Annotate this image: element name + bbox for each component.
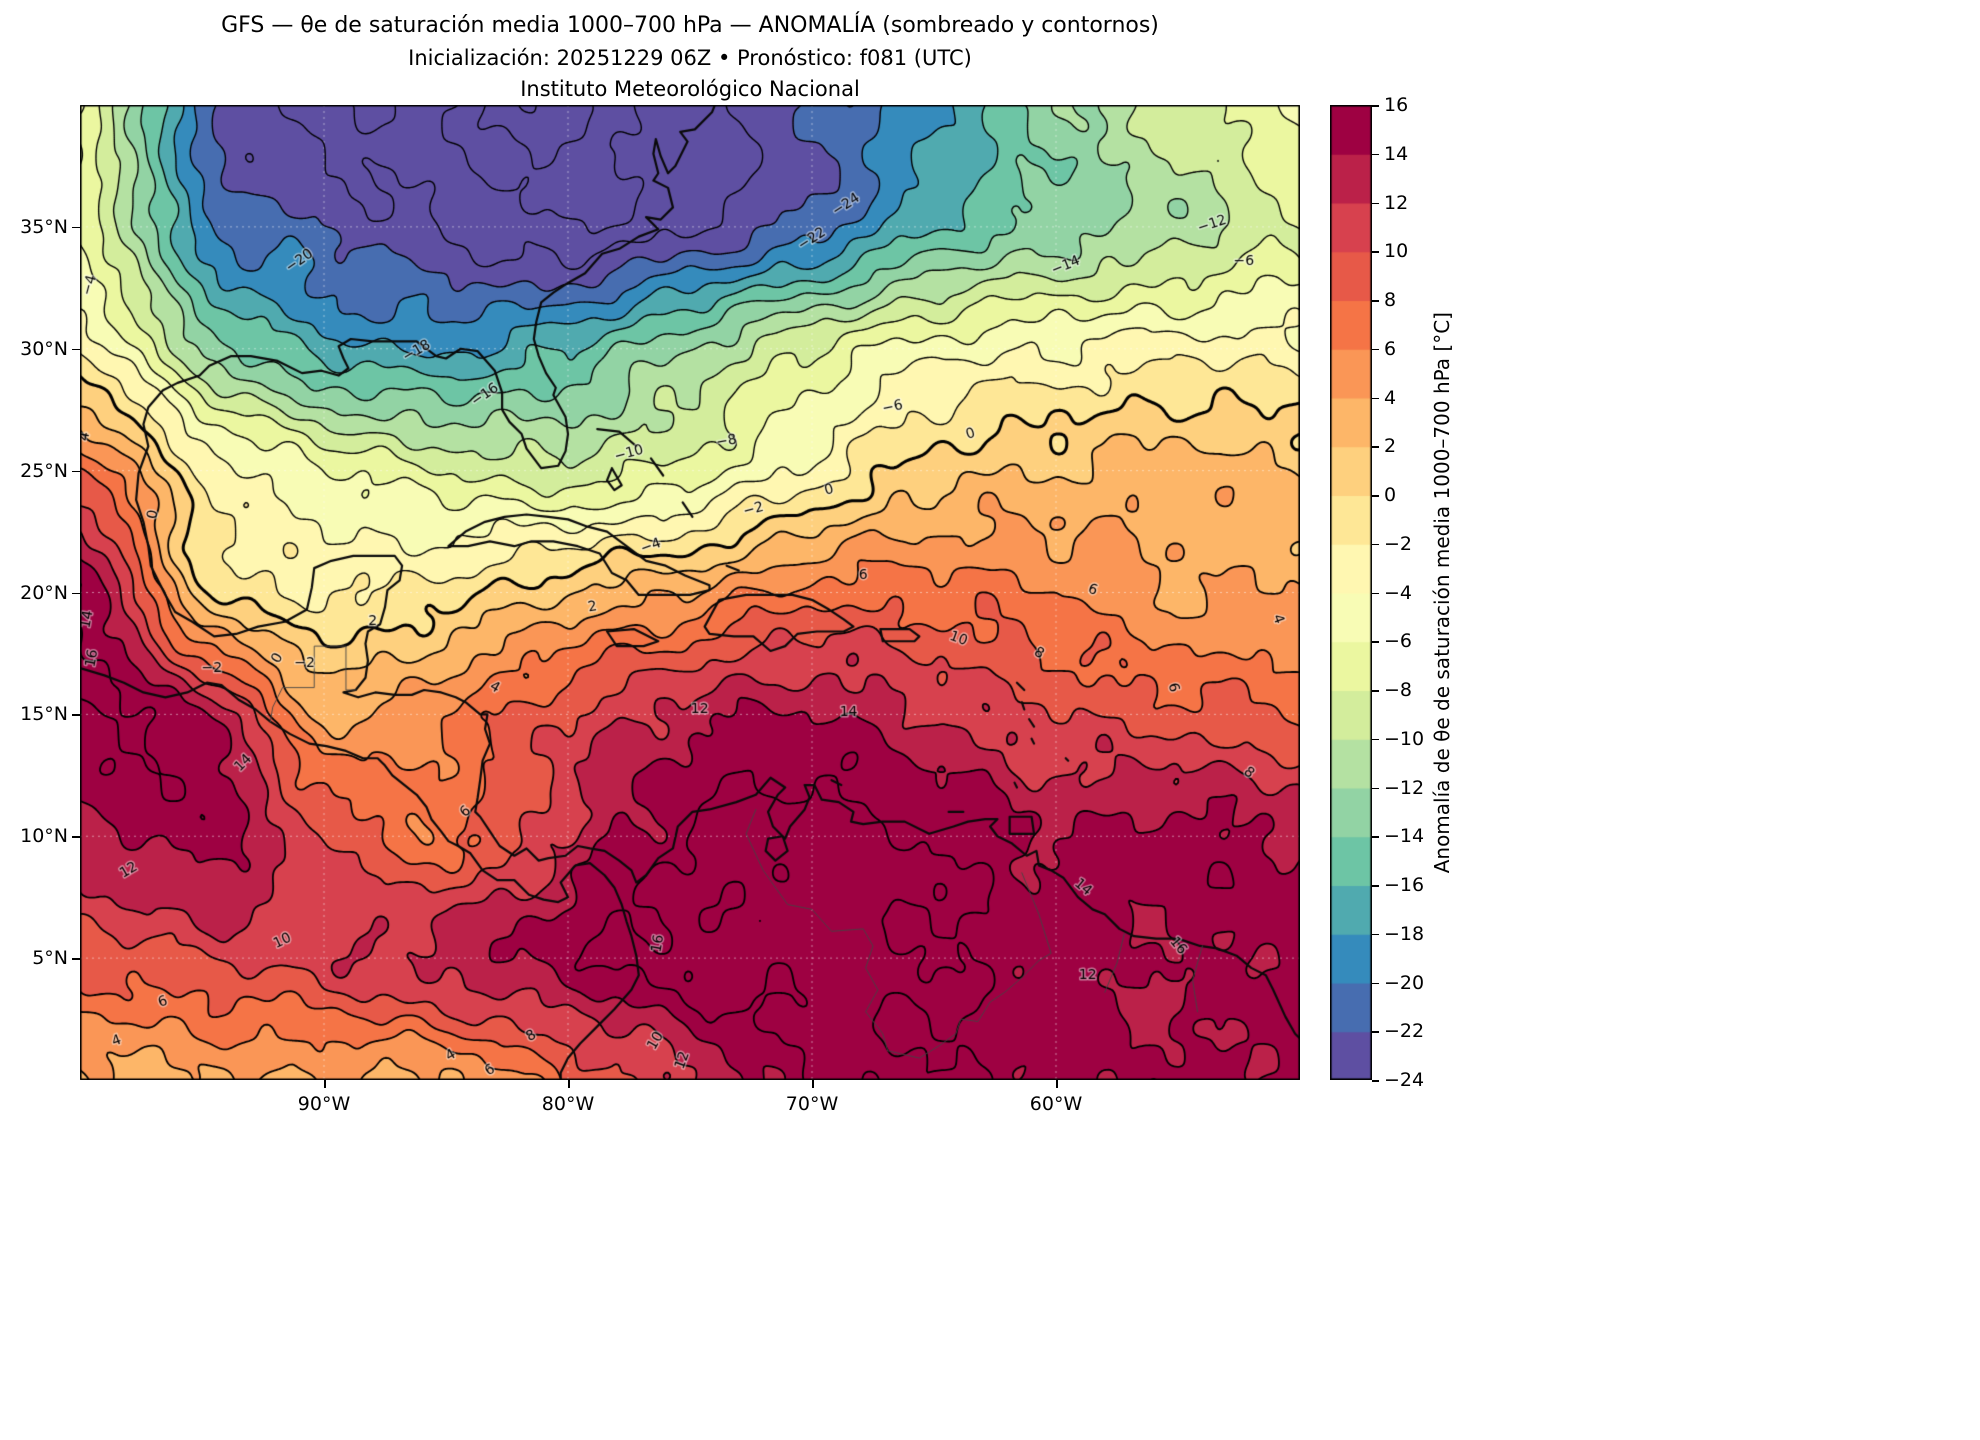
- y-tick-label: 20°N: [20, 581, 68, 604]
- x-tick-label: 70°W: [785, 1093, 839, 1115]
- chart-title: GFS — θe de saturación media 1000–700 hP…: [221, 13, 1159, 38]
- colorbar-tick-label: 16: [1384, 94, 1409, 116]
- y-tick-label: 25°N: [20, 459, 68, 482]
- colorbar-tick-label: 4: [1384, 386, 1397, 409]
- map-canvas: [80, 105, 1300, 1080]
- colorbar-tick-mark: [1372, 885, 1379, 887]
- colorbar-tick-label: 12: [1384, 191, 1409, 214]
- colorbar-tick-label: −10: [1384, 727, 1425, 750]
- colorbar-axis-label-text: Anomalía de θe de saturación media 1000–…: [1430, 311, 1454, 874]
- colorbar-tick-mark: [1372, 738, 1379, 741]
- y-tick-mark: [72, 958, 80, 960]
- colorbar-tick-mark: [1372, 251, 1379, 253]
- y-tick-label: 10°N: [20, 825, 68, 848]
- colorbar-tick-label: −4: [1384, 581, 1413, 604]
- x-tick-mark: [324, 1080, 326, 1088]
- colorbar-tick-mark: [1372, 836, 1379, 838]
- title-block: GFS — θe de saturación media 1000–700 hP…: [80, 12, 1300, 102]
- x-tick-mark: [812, 1080, 814, 1088]
- colorbar-tick-mark: [1372, 543, 1379, 546]
- colorbar-tick-label: 10: [1384, 240, 1409, 263]
- colorbar-tick-label: 2: [1384, 435, 1397, 458]
- colorbar-tick-label: −6: [1384, 630, 1413, 653]
- colorbar-axis-label: Anomalía de θe de saturación media 1000–…: [1430, 105, 1454, 1080]
- colorbar-tick-mark: [1372, 982, 1379, 984]
- y-tick-mark: [72, 470, 80, 473]
- colorbar-tick-mark: [1372, 1080, 1379, 1082]
- colorbar-tick-mark: [1372, 300, 1379, 302]
- x-tick-label: 80°W: [541, 1093, 595, 1115]
- y-tick-mark: [72, 226, 80, 229]
- colorbar-tick-mark: [1372, 787, 1379, 789]
- x-tick-mark: [568, 1080, 570, 1088]
- colorbar-canvas: [1330, 105, 1372, 1080]
- colorbar-tick-label: −12: [1384, 776, 1425, 799]
- colorbar-tick-mark: [1372, 105, 1379, 107]
- y-tick-label: 30°N: [20, 337, 68, 360]
- colorbar-tick-label: −20: [1384, 971, 1425, 994]
- colorbar-tick-mark: [1372, 641, 1379, 643]
- colorbar-tick-mark: [1372, 397, 1379, 399]
- colorbar-tick-mark: [1372, 690, 1379, 692]
- colorbar-tick-mark: [1372, 592, 1379, 594]
- colorbar-tick-label: −2: [1384, 532, 1413, 555]
- colorbar-tick-label: −8: [1384, 679, 1413, 701]
- colorbar-tick-mark: [1372, 933, 1379, 936]
- colorbar-tick-label: 6: [1384, 337, 1397, 360]
- y-tick-mark: [72, 714, 80, 716]
- chart-institution: Instituto Meteorológico Nacional: [520, 76, 860, 101]
- colorbar-tick-label: −24: [1384, 1069, 1425, 1091]
- colorbar-tick-label: −16: [1384, 874, 1425, 896]
- y-tick-mark: [72, 348, 80, 351]
- y-tick-label: 15°N: [20, 703, 68, 726]
- chart-subtitle: Inicialización: 20251229 06Z • Pronóstic…: [408, 45, 972, 70]
- y-tick-mark: [72, 592, 80, 594]
- colorbar-tick-label: 0: [1384, 484, 1397, 506]
- y-tick-label: 5°N: [32, 947, 68, 970]
- colorbar-tick-mark: [1372, 495, 1379, 497]
- colorbar-tick-mark: [1372, 202, 1379, 204]
- colorbar-tick-label: −22: [1384, 1020, 1425, 1043]
- colorbar-tick-label: −14: [1384, 825, 1425, 848]
- colorbar-tick-mark: [1372, 1031, 1379, 1033]
- y-tick-mark: [72, 836, 80, 838]
- colorbar-tick-mark: [1372, 446, 1379, 448]
- colorbar-tick-label: 14: [1384, 142, 1409, 165]
- colorbar-tick-mark: [1372, 348, 1379, 351]
- x-tick-mark: [1056, 1080, 1058, 1088]
- colorbar-tick-label: −18: [1384, 922, 1425, 945]
- y-tick-label: 35°N: [20, 215, 68, 238]
- colorbar-tick-label: 8: [1384, 289, 1397, 311]
- x-tick-label: 60°W: [1029, 1093, 1083, 1115]
- x-tick-label: 90°W: [297, 1093, 351, 1115]
- colorbar-tick-mark: [1372, 153, 1379, 156]
